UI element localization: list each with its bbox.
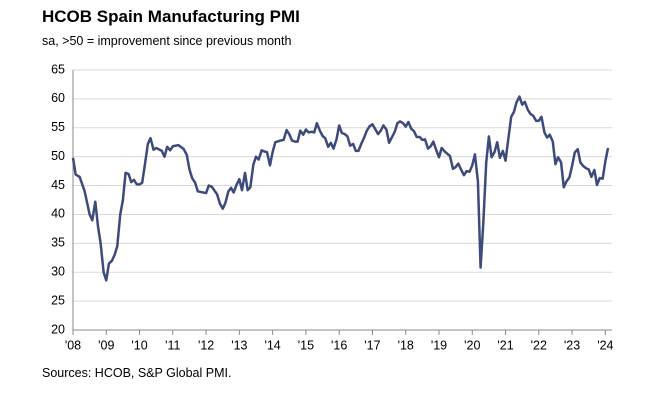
x-tick-label: '18 [398,338,414,352]
y-tick-label: 30 [51,265,65,279]
x-tick-label: '12 [198,338,214,352]
x-tick-label: '17 [364,338,380,352]
x-tick-label: '16 [331,338,347,352]
x-tick-label: '20 [464,338,480,352]
x-tick-label: '19 [431,338,447,352]
y-tick-label: 40 [51,207,65,221]
source-note: Sources: HCOB, S&P Global PMI. [42,366,231,380]
chart-title: HCOB Spain Manufacturing PMI [42,7,300,26]
x-tick-label: '23 [564,338,580,352]
y-tick-label: 20 [51,322,65,336]
x-tick-label: '13 [231,338,247,352]
y-tick-label: 65 [51,62,65,76]
chart-subtitle: sa, >50 = improvement since previous mon… [42,34,291,48]
y-tick-label: 25 [51,293,65,307]
series-line [71,95,610,282]
x-tick-label: '21 [497,338,513,352]
y-tick-label: 55 [51,120,65,134]
x-tick-label: '24 [597,338,613,352]
x-tick-label: '11 [165,338,180,352]
x-tick-label: '14 [264,338,280,352]
x-tick-label: '10 [131,338,147,352]
x-tick-label: '22 [531,338,547,352]
x-tick-label: '08 [65,338,81,352]
y-tick-label: 35 [51,236,65,250]
y-tick-label: 45 [51,178,65,192]
x-tick-label: '15 [298,338,314,352]
x-tick-label: '09 [98,338,114,352]
y-tick-label: 60 [51,91,65,105]
y-tick-label: 50 [51,149,65,163]
